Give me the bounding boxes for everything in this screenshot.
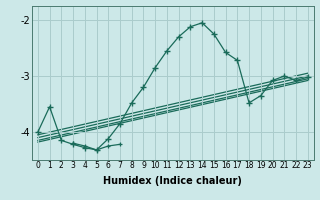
X-axis label: Humidex (Indice chaleur): Humidex (Indice chaleur) bbox=[103, 176, 242, 186]
